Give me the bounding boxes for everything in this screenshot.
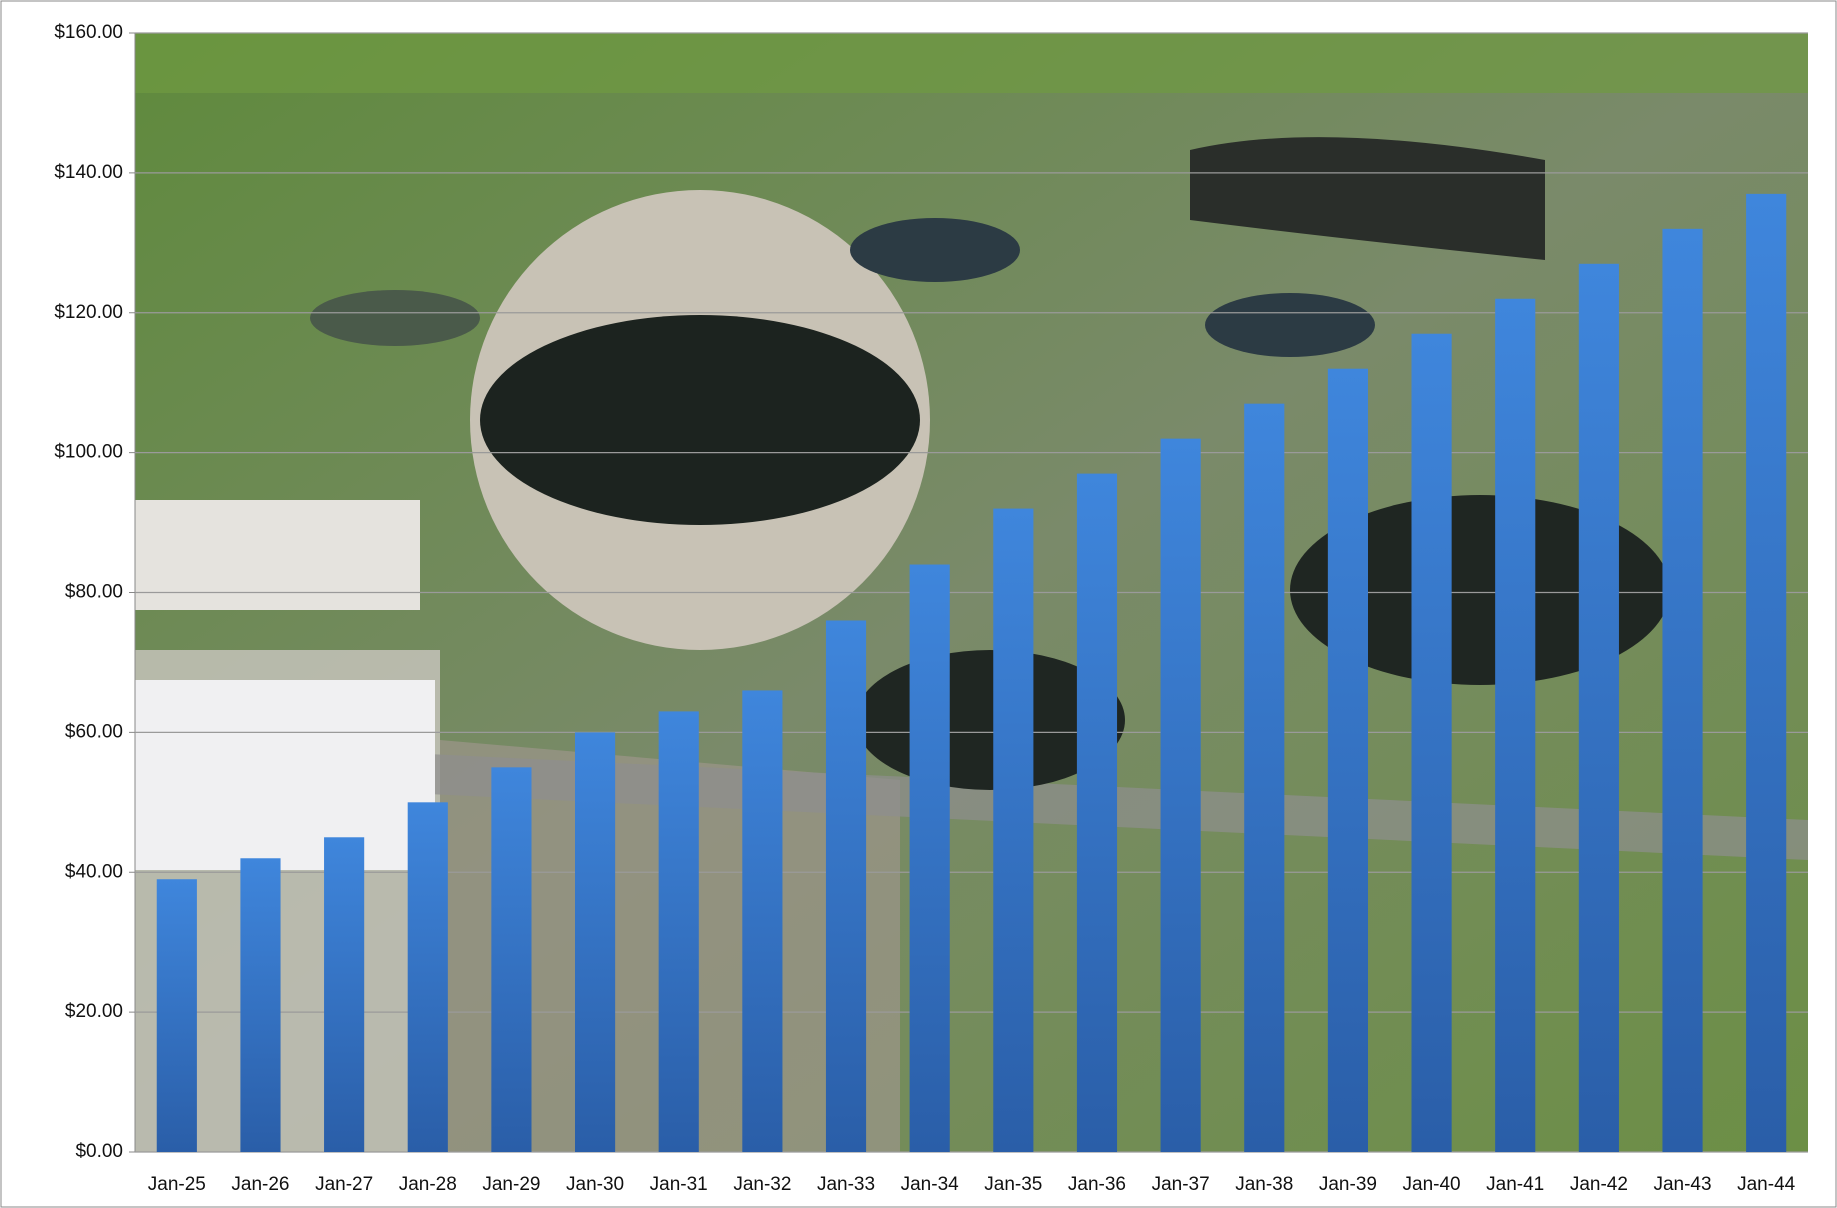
- x-tick-label: Jan-29: [482, 1174, 540, 1195]
- x-tick-label: Jan-43: [1653, 1174, 1711, 1195]
- y-tick-label: $140.00: [54, 162, 123, 183]
- bar: [156, 879, 197, 1152]
- x-tick-label: Jan-30: [566, 1174, 624, 1195]
- x-tick-label: Jan-34: [901, 1174, 960, 1195]
- bar: [1411, 333, 1452, 1152]
- x-tick-label: Jan-41: [1486, 1174, 1544, 1195]
- x-tick-label: Jan-35: [984, 1174, 1042, 1195]
- x-tick-label: Jan-40: [1403, 1174, 1461, 1195]
- x-tick-label: Jan-26: [231, 1174, 289, 1195]
- x-tick-label: Jan-25: [148, 1174, 206, 1195]
- x-tick-label: Jan-31: [650, 1174, 708, 1195]
- bar: [993, 508, 1034, 1152]
- y-tick-label: $160.00: [54, 22, 123, 43]
- x-tick-label: Jan-28: [399, 1174, 457, 1195]
- x-tick-label: Jan-32: [733, 1174, 791, 1195]
- bar: [574, 732, 616, 1152]
- x-tick-label: Jan-37: [1152, 1174, 1210, 1195]
- y-tick-label: $40.00: [65, 861, 123, 882]
- y-tick-label: $60.00: [65, 721, 123, 742]
- bar: [240, 858, 281, 1152]
- x-tick-label: Jan-39: [1319, 1174, 1377, 1195]
- bar: [825, 620, 867, 1152]
- x-tick-label: Jan-42: [1570, 1174, 1628, 1195]
- bar: [407, 802, 448, 1152]
- bar: [1662, 228, 1703, 1152]
- bar: [1327, 368, 1369, 1152]
- y-tick-label: $0.00: [75, 1141, 123, 1162]
- bar: [1495, 298, 1536, 1152]
- bar: [1244, 403, 1285, 1152]
- bar: [658, 711, 699, 1152]
- bar: [1746, 193, 1787, 1152]
- x-tick-label: Jan-38: [1235, 1174, 1293, 1195]
- x-tick-label: Jan-44: [1737, 1174, 1796, 1195]
- y-tick-label: $20.00: [65, 1001, 123, 1022]
- bar: [909, 564, 950, 1152]
- y-tick-label: $80.00: [65, 582, 123, 603]
- bar: [324, 837, 365, 1152]
- y-tick-label: $120.00: [54, 302, 123, 323]
- bar: [742, 690, 783, 1152]
- y-tick-label: $100.00: [54, 442, 123, 463]
- bar: [1160, 438, 1201, 1152]
- x-tick-label: Jan-33: [817, 1174, 875, 1195]
- x-tick-label: Jan-36: [1068, 1174, 1126, 1195]
- bar: [491, 767, 532, 1152]
- x-tick-label: Jan-27: [315, 1174, 373, 1195]
- bar: [1578, 263, 1619, 1152]
- bar: [1076, 473, 1118, 1152]
